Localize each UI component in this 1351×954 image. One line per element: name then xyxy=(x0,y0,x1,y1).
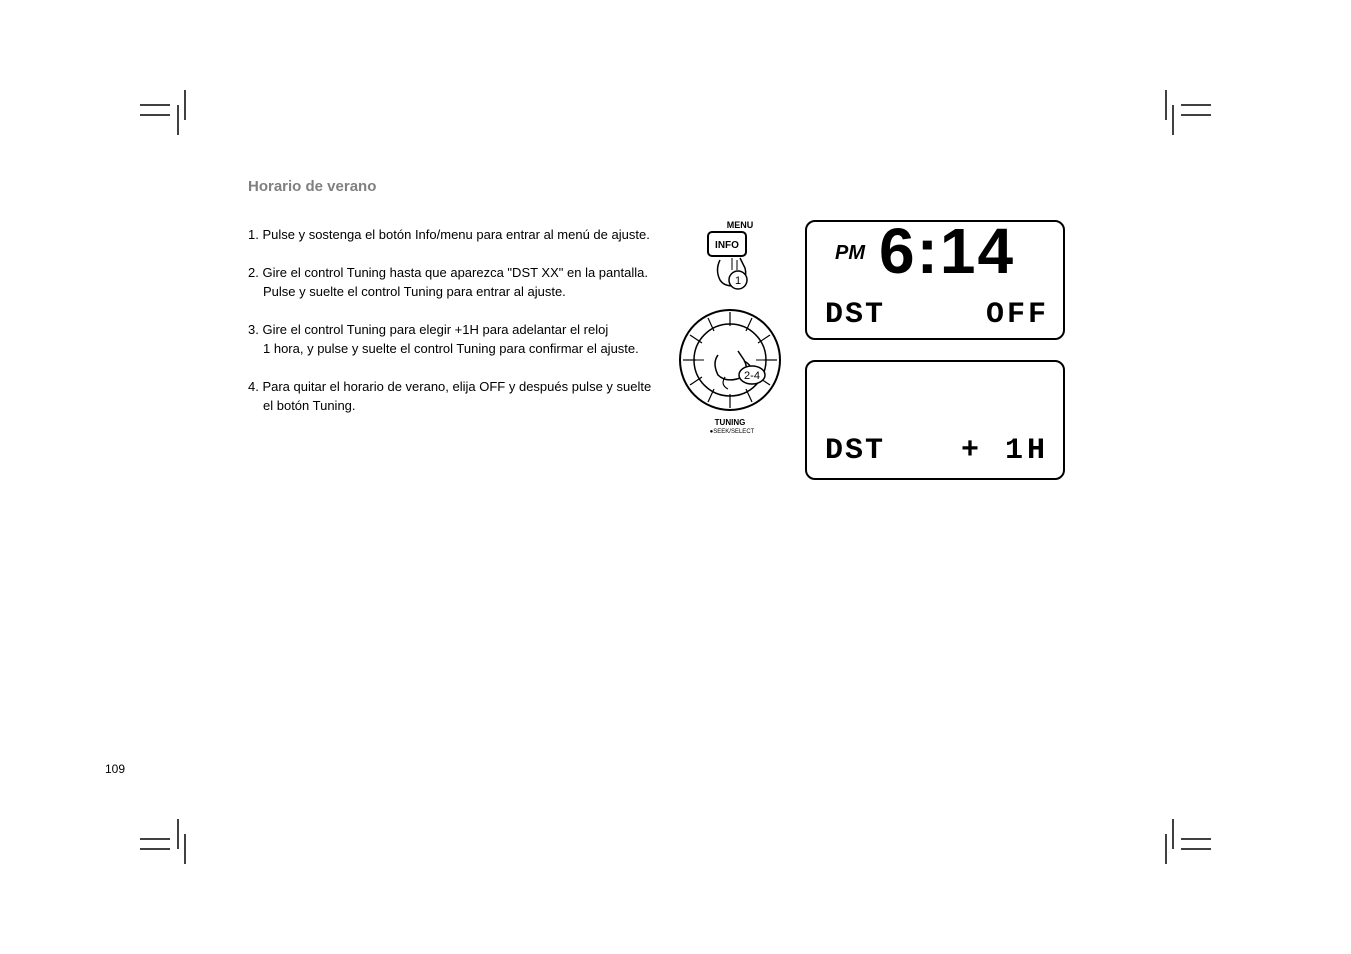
menu-label: MENU xyxy=(710,220,770,230)
instruction-text: 3. Gire el control Tuning para elegir +1… xyxy=(248,320,668,340)
lcd-pm-indicator: PM xyxy=(835,242,865,265)
instruction-text: 1 hora, y pulse y suelte el control Tuni… xyxy=(248,339,668,359)
instruction-3: 3. Gire el control Tuning para elegir +1… xyxy=(248,320,668,359)
crop-mark-bl xyxy=(140,814,190,864)
info-button-illustration: MENU INFO 1 xyxy=(690,220,770,305)
lcd-dst-label-2: DST xyxy=(825,434,885,468)
crop-mark-tl xyxy=(140,90,190,140)
step-2-4-label: 2-4 xyxy=(744,370,760,382)
seek-select-label: ●SEEK/SELECT xyxy=(710,429,755,435)
lcd-dst-label: DST xyxy=(825,298,885,332)
page-number: 109 xyxy=(105,762,125,776)
instruction-text: 4. Para quitar el horario de verano, eli… xyxy=(248,377,668,397)
lcd-plus1h-label: + 1H xyxy=(961,434,1049,468)
instruction-text: 2. Gire el control Tuning hasta que apar… xyxy=(248,263,668,283)
instruction-text: el botón Tuning. xyxy=(248,396,668,416)
lcd-screen-2: DST + 1H xyxy=(805,360,1065,480)
lcd-off-label: OFF xyxy=(986,298,1049,332)
crop-mark-br xyxy=(1161,814,1211,864)
lcd-time: 6:14 xyxy=(879,214,1015,288)
instruction-4: 4. Para quitar el horario de verano, eli… xyxy=(248,377,668,416)
instruction-list: 1. Pulse y sostenga el botón Info/menu p… xyxy=(248,225,668,416)
crop-mark-tr xyxy=(1161,90,1211,140)
tuning-dial-illustration: 2-4 TUNING ●SEEK/SELECT xyxy=(670,305,790,440)
section-heading: Horario de verano xyxy=(248,178,1098,195)
tuning-label: TUNING xyxy=(715,418,746,427)
instruction-2: 2. Gire el control Tuning hasta que apar… xyxy=(248,263,668,302)
lcd-screen-1: PM 6:14 DST OFF xyxy=(805,220,1065,340)
tuning-dial-svg: 2-4 TUNING ●SEEK/SELECT xyxy=(670,305,790,435)
step-1-label: 1 xyxy=(735,275,741,287)
info-text: INFO xyxy=(715,240,739,251)
instruction-1: 1. Pulse y sostenga el botón Info/menu p… xyxy=(248,225,668,245)
instruction-text: 1. Pulse y sostenga el botón Info/menu p… xyxy=(248,225,668,245)
info-button-svg: INFO 1 xyxy=(690,230,770,300)
instruction-text: Pulse y suelte el control Tuning para en… xyxy=(248,282,668,302)
